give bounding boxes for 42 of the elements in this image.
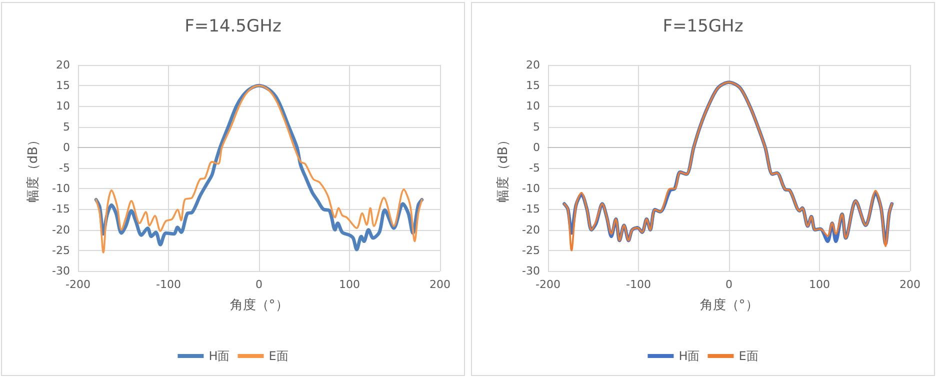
legend-label: H面 xyxy=(208,349,230,363)
x-tick-label: 200 xyxy=(430,278,450,291)
x-axis-title: 角度（°） xyxy=(230,297,288,313)
x-tick-label: -100 xyxy=(156,278,181,291)
x-tick-label: 0 xyxy=(256,278,262,291)
y-tick-label: 20 xyxy=(526,58,540,72)
legend-label: E面 xyxy=(738,349,758,363)
y-tick-label: 10 xyxy=(56,100,70,113)
y-tick-label: -15 xyxy=(522,202,540,216)
y-tick-label: 5 xyxy=(63,120,70,134)
legend-label: E面 xyxy=(268,349,288,363)
legend-label: H面 xyxy=(678,349,700,363)
y-tick-label: 5 xyxy=(533,120,540,134)
y-tick-label: -25 xyxy=(522,244,540,257)
y-tick-label: -30 xyxy=(522,264,540,278)
y-tick-label: -25 xyxy=(52,244,70,257)
x-tick-label: 100 xyxy=(339,278,360,291)
x-axis-title: 角度（°） xyxy=(700,297,758,313)
x-tick-label: -100 xyxy=(626,278,651,291)
y-tick-label: 0 xyxy=(63,140,70,154)
y-axis-title: 幅度（dB） xyxy=(495,133,511,203)
y-tick-label: -30 xyxy=(52,264,70,278)
y-axis-title: 幅度（dB） xyxy=(25,133,41,203)
y-tick-label: -20 xyxy=(52,223,70,236)
x-tick-label: 0 xyxy=(726,278,732,291)
x-tick-label: 100 xyxy=(809,278,830,291)
chart-title: F=15GHz xyxy=(662,16,744,36)
y-tick-label: 0 xyxy=(533,140,540,154)
x-tick-label: -200 xyxy=(66,278,90,291)
y-tick-label: -10 xyxy=(522,182,540,196)
x-tick-label: 200 xyxy=(900,278,920,291)
y-tick-label: -15 xyxy=(52,202,70,216)
x-tick-label: -200 xyxy=(536,278,560,291)
y-tick-label: 15 xyxy=(526,79,540,92)
y-tick-label: 15 xyxy=(56,79,70,92)
y-tick-label: 10 xyxy=(526,100,540,113)
y-tick-label: 20 xyxy=(56,58,70,72)
y-tick-label: -20 xyxy=(522,223,540,236)
y-tick-label: -5 xyxy=(59,162,70,174)
y-tick-label: -5 xyxy=(529,162,540,174)
y-tick-label: -10 xyxy=(52,182,70,196)
chart-title: F=14.5GHz xyxy=(184,16,282,36)
